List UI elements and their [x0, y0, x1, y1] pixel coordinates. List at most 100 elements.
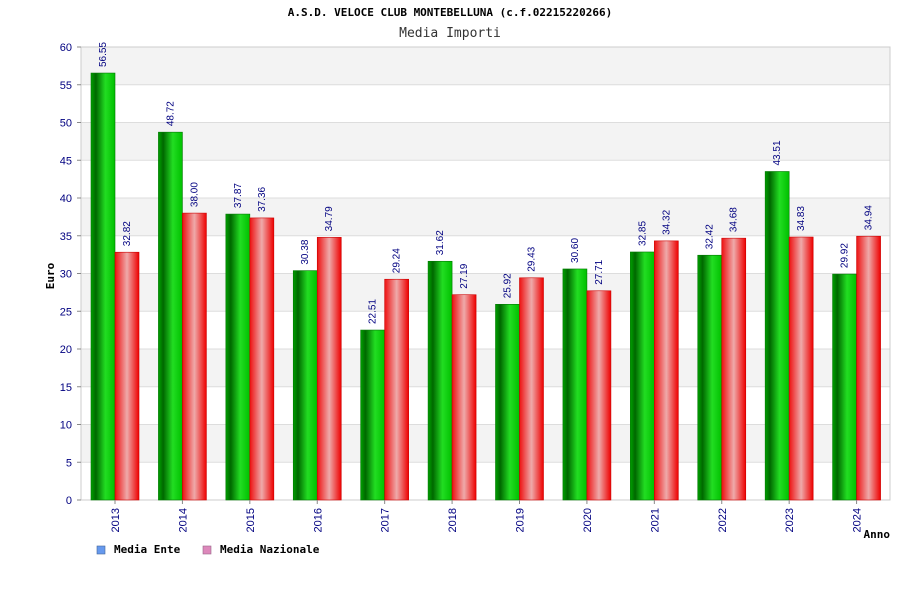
x-tick-label-2019: 2019: [515, 508, 527, 532]
plot-background-bands: [81, 47, 890, 500]
value-label-media-ente-2020: 30.60: [570, 238, 581, 263]
bar-media-ente-2018: [427, 260, 453, 501]
bar-media-ente-2024: [832, 273, 857, 501]
bar-media-ente-2021: [630, 251, 655, 501]
bar-media-ente-2017: [360, 329, 385, 501]
x-tick-label-2018: 2018: [447, 508, 459, 532]
value-label-media-ente-2024: 29.92: [840, 243, 851, 268]
bar-media-nazionale-2019: [519, 277, 544, 501]
bar-media-nazionale-2020: [586, 290, 612, 501]
bar-media-nazionale-2015: [249, 217, 275, 501]
chart-subtitle: Media Importi: [399, 26, 501, 41]
value-label-media-ente-2017: 22.51: [368, 299, 379, 324]
value-label-media-nazionale-2021: 34.32: [661, 209, 672, 234]
value-label-media-nazionale-2015: 37.36: [257, 186, 268, 211]
value-label-media-nazionale-2019: 29.43: [527, 246, 538, 271]
bar-media-nazionale-2023: [788, 236, 814, 501]
bar-media-ente-2013: [90, 72, 116, 501]
y-tick-label: 15: [60, 382, 72, 394]
plot-band: [81, 47, 890, 85]
x-tick-label-2016: 2016: [312, 508, 324, 532]
value-label-media-ente-2022: 32.42: [705, 224, 716, 249]
y-tick-label: 20: [60, 344, 72, 356]
bar-media-nazionale-2013: [114, 251, 140, 501]
plot-band: [81, 349, 890, 387]
bar-media-nazionale-2021: [654, 240, 679, 501]
y-tick-label: 30: [60, 269, 72, 281]
plot-band: [81, 311, 890, 349]
x-tick-label-2023: 2023: [784, 508, 796, 532]
bar-media-ente-2019: [495, 304, 520, 501]
y-tick-label: 60: [60, 42, 72, 54]
bars: [90, 72, 881, 501]
y-tick-label: 45: [60, 155, 72, 167]
bar-media-nazionale-2018: [451, 294, 477, 501]
bar-media-ente-2022: [697, 254, 723, 501]
plot-band: [81, 386, 890, 425]
x-tick-label-2017: 2017: [380, 508, 392, 532]
legend-label-media-nazionale: Media Nazionale: [220, 543, 320, 556]
plot-band: [81, 273, 890, 312]
y-axis-label: Euro: [44, 262, 57, 289]
value-label-media-ente-2015: 37.87: [233, 183, 244, 208]
x-tick-label-2021: 2021: [649, 508, 661, 532]
legend-swatch-media-ente: [96, 545, 106, 555]
x-tick-label-2014: 2014: [177, 508, 189, 532]
legend-label-media-ente: Media Ente: [114, 543, 181, 556]
chart-title: A.S.D. VELOCE CLUB MONTEBELLUNA (c.f.022…: [288, 6, 613, 19]
y-axis: 0 5 10 15 20 25 30 35 40 45 50 55 60: [60, 42, 81, 507]
plot-band: [81, 462, 890, 500]
plot-band: [81, 198, 890, 236]
value-labels: 56.55 32.82 48.72 38.00 37.87 37.36 30.38 34.79…: [98, 42, 875, 324]
bar-media-nazionale-2014: [182, 212, 207, 501]
value-label-media-nazionale-2017: 29.24: [392, 248, 403, 273]
plot-band: [81, 160, 890, 198]
value-label-media-nazionale-2013: 32.82: [122, 221, 133, 246]
x-axis: 2013 2014 2015 2016 2017 2018 2019 2020 2021 2022…: [110, 500, 864, 532]
value-label-media-nazionale-2018: 27.19: [459, 263, 470, 288]
x-axis-label: Anno: [864, 528, 891, 541]
bar-media-ente-2023: [764, 171, 790, 501]
plot-band: [81, 84, 890, 123]
y-tick-label: 55: [60, 80, 72, 92]
x-tick-label-2022: 2022: [717, 508, 729, 532]
legend-swatch-media-nazionale: [202, 545, 212, 555]
x-tick-label-2024: 2024: [852, 508, 864, 532]
y-tick-label: 25: [60, 306, 72, 318]
x-tick-label-2013: 2013: [110, 508, 122, 532]
y-tick-label: 10: [60, 420, 72, 432]
plot-band: [81, 235, 890, 274]
bar-media-nazionale-2016: [316, 237, 342, 501]
plot-band: [81, 122, 890, 161]
y-tick-label: 5: [66, 457, 72, 469]
value-label-media-nazionale-2020: 27.71: [594, 259, 605, 284]
value-label-media-nazionale-2016: 34.79: [324, 206, 335, 231]
value-label-media-nazionale-2014: 38.00: [189, 182, 200, 207]
y-tick-label: 35: [60, 231, 72, 243]
bar-media-ente-2016: [292, 270, 318, 501]
value-label-media-nazionale-2024: 34.94: [864, 205, 875, 230]
x-tick-label-2020: 2020: [582, 508, 594, 532]
value-label-media-ente-2021: 32.85: [637, 221, 648, 246]
bar-media-nazionale-2017: [384, 278, 409, 501]
bar-media-ente-2015: [225, 213, 251, 501]
value-label-media-ente-2018: 31.62: [435, 230, 446, 255]
bar-media-ente-2014: [158, 131, 183, 501]
bar-media-nazionale-2024: [856, 235, 881, 501]
bar-media-ente-2020: [562, 268, 588, 501]
legend: Media Ente Media Nazionale: [96, 543, 320, 556]
bar-media-nazionale-2022: [721, 237, 747, 501]
value-label-media-nazionale-2022: 34.68: [729, 207, 740, 232]
y-tick-label: 40: [60, 193, 72, 205]
plot-band: [81, 424, 890, 463]
value-label-media-nazionale-2023: 34.83: [796, 206, 807, 231]
y-tick-label: 0: [66, 495, 72, 507]
value-label-media-ente-2019: 25.92: [503, 273, 514, 298]
value-label-media-ente-2013: 56.55: [98, 42, 109, 67]
x-tick-label-2015: 2015: [245, 508, 257, 532]
value-label-media-ente-2014: 48.72: [165, 101, 176, 126]
value-label-media-ente-2016: 30.38: [300, 239, 311, 264]
y-tick-label: 50: [60, 118, 72, 130]
value-label-media-ente-2023: 43.51: [772, 140, 783, 165]
